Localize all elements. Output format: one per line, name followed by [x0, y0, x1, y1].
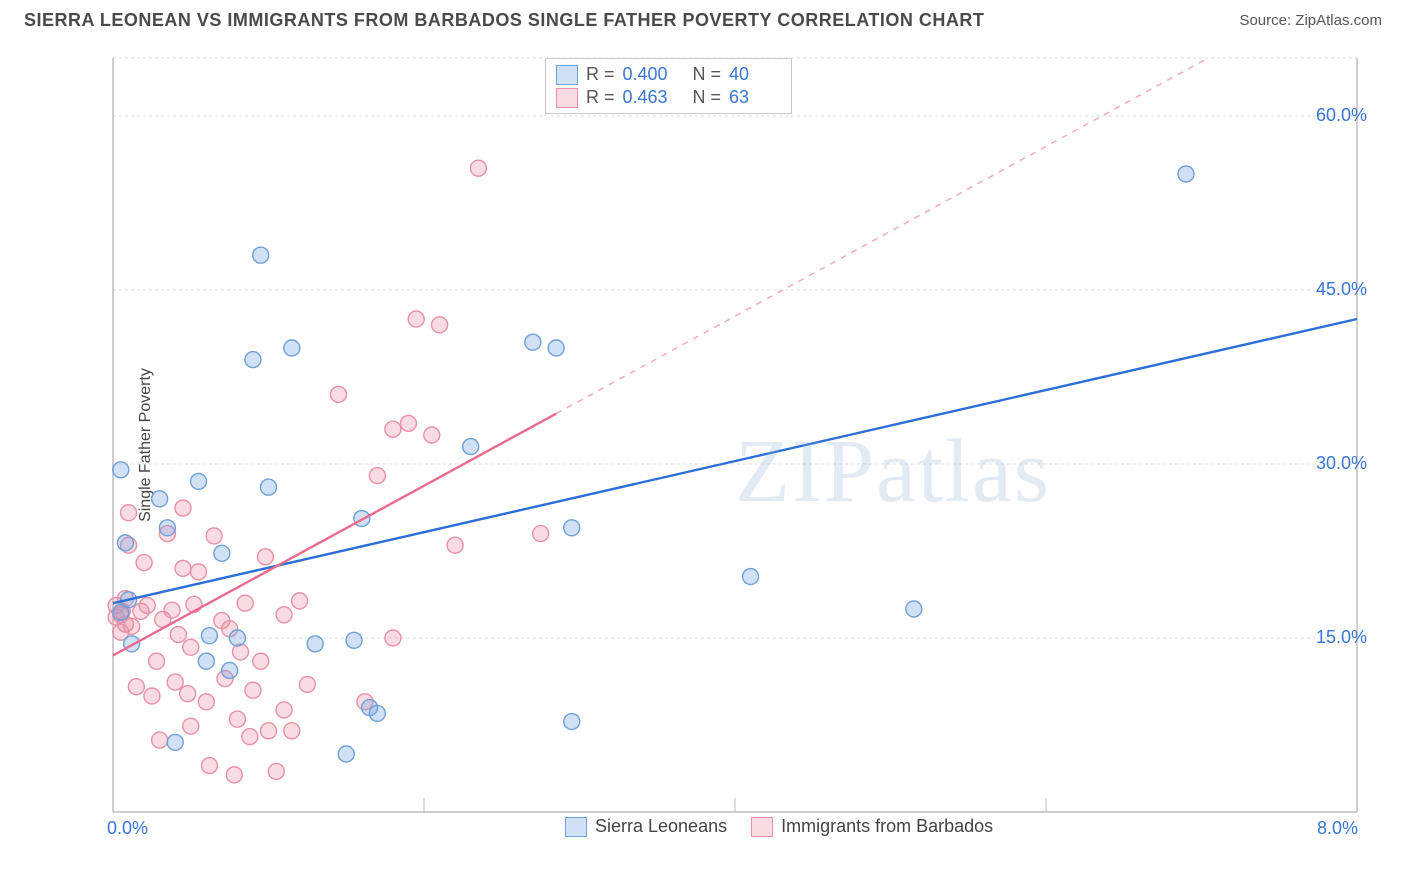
series-legend-item: Immigrants from Barbados	[751, 816, 993, 837]
stat-r-label: R =	[586, 64, 615, 85]
y-tick-label: 45.0%	[1316, 279, 1367, 300]
stat-n-value: 40	[729, 64, 781, 85]
stats-row: R = 0.400 N = 40	[556, 63, 781, 86]
legend-swatch	[556, 88, 578, 108]
scatter-plot	[95, 50, 1375, 840]
y-tick-label: 30.0%	[1316, 453, 1367, 474]
stats-legend: R = 0.400 N = 40 R = 0.463 N = 63	[545, 58, 792, 114]
chart-area: Single Father Poverty ZIPatlas R =0.400N…	[55, 50, 1385, 840]
y-tick-label: 60.0%	[1316, 105, 1367, 126]
stat-r-value: 0.463	[623, 87, 675, 108]
stat-n-label: N =	[693, 87, 722, 108]
x-tick-label: 8.0%	[1317, 818, 1358, 839]
legend-swatch	[556, 65, 578, 85]
series-legend: Sierra Leoneans Immigrants from Barbados	[565, 816, 993, 837]
series-name: Immigrants from Barbados	[781, 816, 993, 837]
source-credit: Source: ZipAtlas.com	[1239, 12, 1382, 29]
stat-r-label: R =	[586, 87, 615, 108]
series-legend-item: Sierra Leoneans	[565, 816, 727, 837]
stat-n-value: 63	[729, 87, 781, 108]
stat-r-value: 0.400	[623, 64, 675, 85]
legend-swatch	[565, 817, 587, 837]
series-name: Sierra Leoneans	[595, 816, 727, 837]
stats-row: R = 0.463 N = 63	[556, 86, 781, 109]
x-tick-label: 0.0%	[107, 818, 148, 839]
stat-n-label: N =	[693, 64, 722, 85]
y-tick-label: 15.0%	[1316, 627, 1367, 648]
legend-swatch	[751, 817, 773, 837]
chart-title: SIERRA LEONEAN VS IMMIGRANTS FROM BARBAD…	[24, 10, 984, 31]
